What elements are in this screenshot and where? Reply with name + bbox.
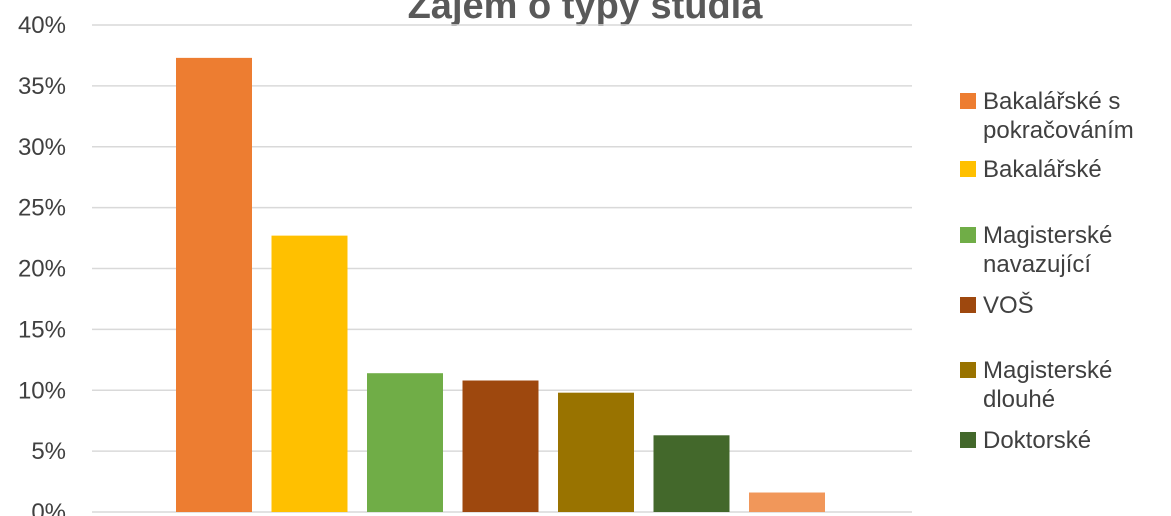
legend-item: Bakalářské: [960, 156, 1102, 183]
bar: [176, 57, 252, 513]
bar: [367, 373, 443, 512]
y-tick-label: 40%: [18, 12, 66, 39]
legend-label: Bakalářské s pokračováním: [983, 88, 1134, 144]
bar: [271, 235, 348, 512]
legend-label: Magisterské dlouhé: [983, 357, 1112, 413]
legend-item: Magisterské dlouhé: [960, 357, 1112, 413]
bar: [462, 380, 539, 512]
legend-item: Bakalářské s pokračováním: [960, 88, 1134, 144]
legend-swatch: [960, 432, 976, 448]
legend-swatch: [960, 227, 976, 243]
y-tick-label: 10%: [18, 377, 66, 404]
y-tick-label: 5%: [31, 438, 66, 465]
legend-label: Bakalářské: [983, 156, 1102, 183]
legend-label: VOŠ: [983, 291, 1034, 319]
legend-label: Doktorské: [983, 427, 1091, 454]
legend-swatch: [960, 161, 976, 177]
y-axis-tick-labels: 0% 5% 10% 15% 20% 25% 30% 35% 40%: [18, 12, 66, 516]
y-tick-label: 35%: [18, 73, 66, 100]
chart-title: Zájem o typy studia: [408, 0, 764, 27]
legend-swatch: [960, 297, 976, 313]
bar: [749, 492, 825, 512]
y-tick-label: 0%: [31, 499, 66, 516]
bars: [176, 57, 825, 513]
legend-item: VOŠ: [960, 291, 1034, 319]
y-tick-label: 30%: [18, 134, 66, 161]
bar: [558, 392, 634, 512]
bar: [653, 435, 730, 512]
legend-item: Magisterské navazující: [960, 222, 1112, 278]
legend: Bakalářské s pokračováním Bakalářské Magist…: [960, 88, 1134, 454]
legend-swatch: [960, 362, 976, 378]
legend-item: Doktorské: [960, 427, 1091, 454]
y-tick-label: 15%: [18, 316, 66, 343]
legend-label: Magisterské navazující: [983, 222, 1112, 278]
legend-swatch: [960, 93, 976, 109]
y-tick-label: 20%: [18, 256, 66, 283]
y-tick-label: 25%: [18, 195, 66, 222]
